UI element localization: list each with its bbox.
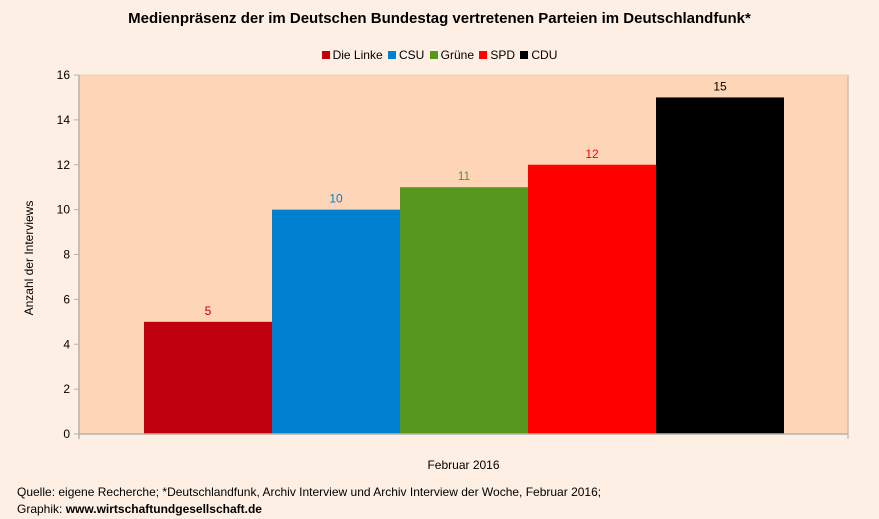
legend-item: SPD	[479, 48, 515, 62]
chart-title: Medienpräsenz der im Deutschen Bundestag…	[128, 10, 751, 27]
legend: Die Linke CSU Grüne SPD CDU	[0, 48, 879, 62]
graphic-site: www.wirtschaftundgesellschaft.de	[65, 502, 262, 516]
y-tick-label: 16	[57, 68, 71, 82]
legend-label: CSU	[398, 48, 425, 62]
graphic-credit: Graphik: www.wirtschaftundgesellschaft.d…	[17, 501, 601, 518]
legend-swatch	[479, 51, 488, 59]
y-tick-label: 4	[63, 337, 70, 351]
y-tick-label: 6	[63, 292, 70, 306]
legend-swatch	[429, 51, 438, 59]
y-tick-label: 14	[57, 113, 71, 127]
footer: Quelle: eigene Recherche; *Deutschlandfu…	[17, 484, 601, 518]
bar-spd	[528, 164, 656, 434]
bar-csu	[272, 209, 400, 434]
bar-die-linke	[144, 321, 272, 434]
legend-item: Die Linke	[321, 48, 383, 62]
y-tick-label: 0	[63, 427, 70, 441]
source-note: Quelle: eigene Recherche; *Deutschlandfu…	[17, 485, 602, 499]
legend-swatch	[387, 51, 396, 59]
legend-swatch	[520, 51, 529, 59]
x-category-label: Februar 2016	[427, 458, 500, 472]
y-tick-label: 12	[57, 158, 71, 172]
bar-cdu	[656, 97, 784, 434]
legend-label: CDU	[531, 48, 558, 62]
legend-item: CSU	[387, 48, 425, 62]
y-axis-label: Anzahl der Interviews	[22, 200, 36, 316]
data-label: 10	[329, 192, 343, 206]
data-label: 12	[585, 147, 599, 161]
y-tick-label: 2	[63, 382, 70, 396]
legend-label: Die Linke	[332, 48, 383, 62]
data-label: 15	[713, 79, 727, 93]
legend-item: Grüne	[429, 48, 475, 62]
graphic-label: Graphik:	[17, 502, 66, 516]
legend-label: Grüne	[440, 48, 475, 62]
bar-grüne	[400, 187, 528, 434]
data-label: 11	[458, 169, 471, 183]
legend-label: SPD	[490, 48, 516, 62]
legend-swatch	[321, 51, 330, 59]
y-tick-label: 8	[63, 248, 70, 262]
y-tick-label: 10	[57, 203, 71, 217]
data-label: 5	[205, 304, 212, 318]
legend-item: CDU	[520, 48, 557, 62]
